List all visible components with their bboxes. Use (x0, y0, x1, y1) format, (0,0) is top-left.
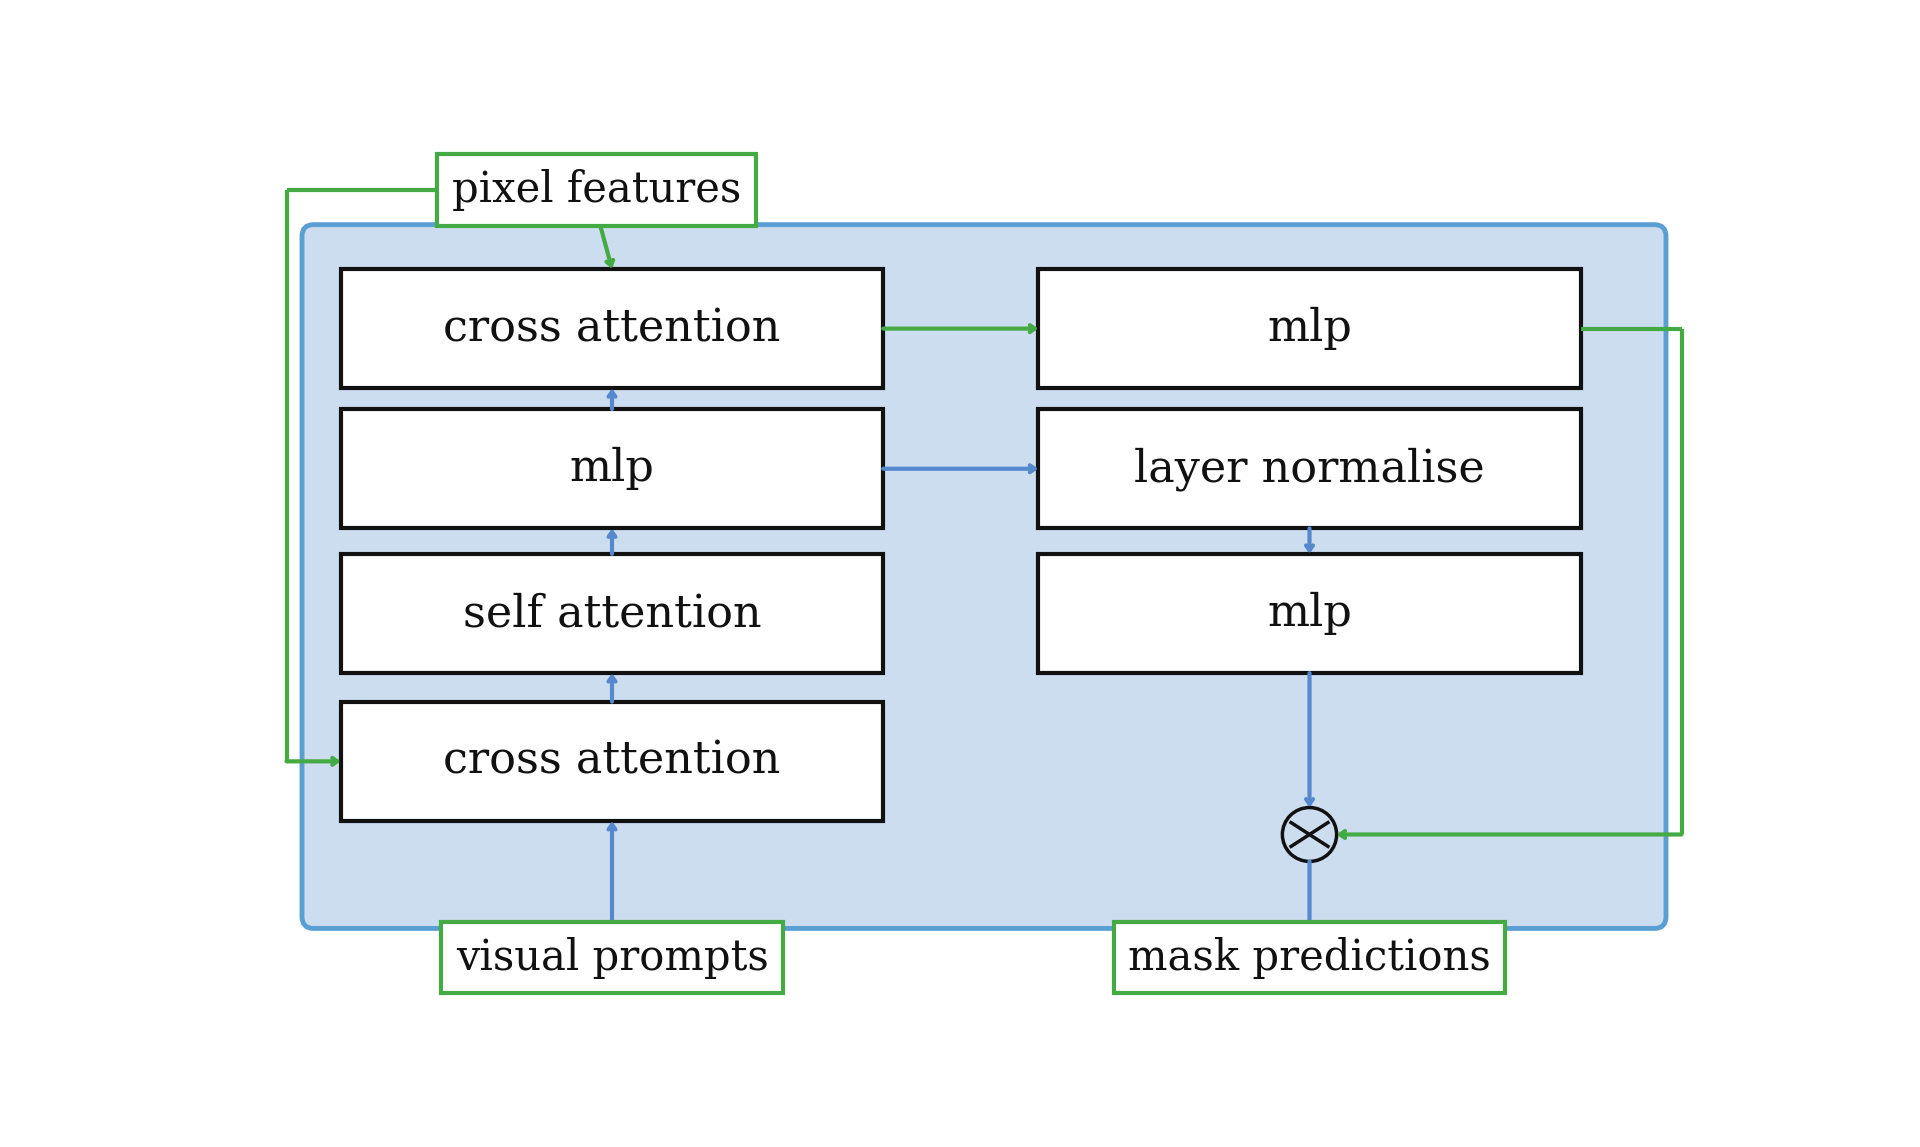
FancyBboxPatch shape (1039, 268, 1580, 389)
Text: mlp: mlp (1267, 307, 1352, 350)
Text: layer normalise: layer normalise (1135, 447, 1484, 491)
FancyBboxPatch shape (301, 225, 1667, 928)
Text: visual prompts: visual prompts (455, 937, 768, 978)
Text: cross attention: cross attention (444, 307, 781, 350)
FancyBboxPatch shape (1039, 409, 1580, 529)
Text: cross attention: cross attention (444, 740, 781, 783)
FancyBboxPatch shape (340, 268, 883, 389)
Text: mlp: mlp (1267, 592, 1352, 635)
Text: self attention: self attention (463, 592, 762, 635)
Text: mlp: mlp (570, 447, 655, 490)
FancyBboxPatch shape (340, 554, 883, 673)
FancyBboxPatch shape (1039, 554, 1580, 673)
Text: pixel features: pixel features (451, 169, 741, 211)
Text: mask predictions: mask predictions (1129, 937, 1490, 978)
FancyBboxPatch shape (340, 409, 883, 529)
FancyBboxPatch shape (340, 702, 883, 821)
